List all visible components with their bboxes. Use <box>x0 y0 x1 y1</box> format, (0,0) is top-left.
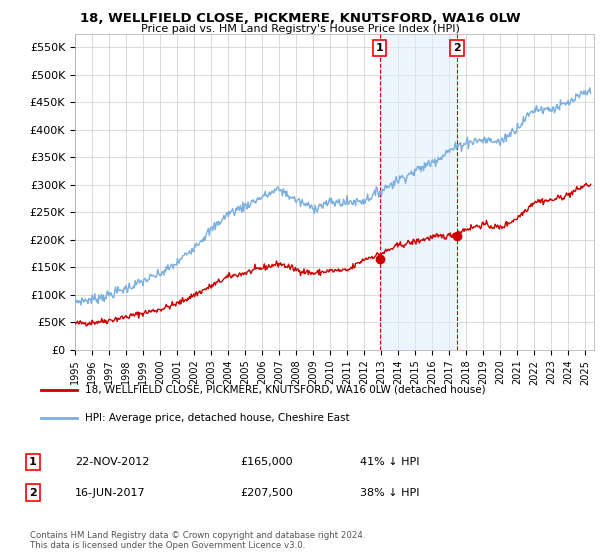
Text: 22-NOV-2012: 22-NOV-2012 <box>75 457 149 467</box>
Text: 18, WELLFIELD CLOSE, PICKMERE, KNUTSFORD, WA16 0LW (detached house): 18, WELLFIELD CLOSE, PICKMERE, KNUTSFORD… <box>85 385 486 395</box>
Text: 18, WELLFIELD CLOSE, PICKMERE, KNUTSFORD, WA16 0LW: 18, WELLFIELD CLOSE, PICKMERE, KNUTSFORD… <box>80 12 520 25</box>
Text: 2: 2 <box>453 43 461 53</box>
Text: 16-JUN-2017: 16-JUN-2017 <box>75 488 146 498</box>
Text: HPI: Average price, detached house, Cheshire East: HPI: Average price, detached house, Ches… <box>85 413 350 423</box>
Text: Price paid vs. HM Land Registry's House Price Index (HPI): Price paid vs. HM Land Registry's House … <box>140 24 460 34</box>
Text: £207,500: £207,500 <box>240 488 293 498</box>
Text: 1: 1 <box>376 43 383 53</box>
Text: 2: 2 <box>29 488 37 498</box>
Text: 1: 1 <box>29 457 37 467</box>
Text: 38% ↓ HPI: 38% ↓ HPI <box>360 488 419 498</box>
Text: £165,000: £165,000 <box>240 457 293 467</box>
Text: Contains HM Land Registry data © Crown copyright and database right 2024.
This d: Contains HM Land Registry data © Crown c… <box>30 530 365 550</box>
Text: 41% ↓ HPI: 41% ↓ HPI <box>360 457 419 467</box>
Bar <box>380 34 457 350</box>
